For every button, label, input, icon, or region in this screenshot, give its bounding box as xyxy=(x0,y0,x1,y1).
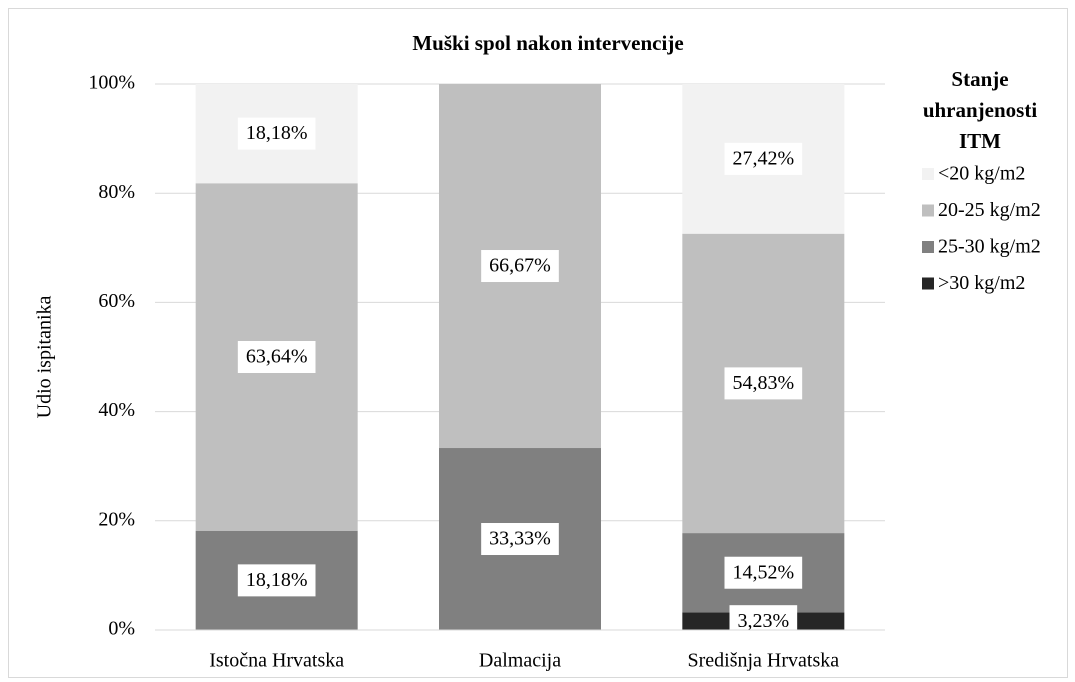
data-label-box xyxy=(237,341,316,373)
data-label-box xyxy=(724,556,803,589)
legend-label: <20 kg/m2 xyxy=(938,163,1025,185)
legend-title: Stanje uhranjenosti ITM xyxy=(922,67,1038,153)
x-tick-label: Istočna Hrvatska xyxy=(209,650,344,672)
data-label-box xyxy=(481,250,559,283)
data-label: 33,33% xyxy=(489,528,551,550)
data-label-box xyxy=(237,564,316,597)
legend-swatch xyxy=(922,277,934,290)
data-label-box xyxy=(237,117,316,150)
legend-label: >30 kg/m2 xyxy=(938,272,1025,294)
data-label-box xyxy=(724,142,803,175)
data-label-box xyxy=(724,367,803,400)
x-tick-label: Dalmacija xyxy=(479,650,561,672)
data-label: 54,83% xyxy=(732,372,794,394)
y-tick-label: 20% xyxy=(98,508,135,530)
data-label: 3,23% xyxy=(737,610,789,632)
data-label: 27,42% xyxy=(732,147,794,169)
data-label: 18,18% xyxy=(246,569,308,591)
chart-title: Muški spol nakon intervencije xyxy=(412,31,683,55)
data-label-box xyxy=(481,523,559,556)
y-tick-label: 100% xyxy=(88,72,135,94)
y-tick-label: 60% xyxy=(98,290,135,312)
y-tick-label: 40% xyxy=(98,399,135,421)
y-tick-label: 0% xyxy=(108,618,135,640)
legend-swatch xyxy=(922,204,934,217)
data-label: 63,64% xyxy=(246,346,308,368)
data-label-box xyxy=(729,605,798,638)
legend-swatch xyxy=(922,168,934,180)
legend-swatch xyxy=(922,241,934,253)
data-label: 14,52% xyxy=(732,561,794,583)
data-label: 18,18% xyxy=(246,122,308,144)
x-tick-label: Središnja Hrvatska xyxy=(688,650,840,672)
y-tick-label: 80% xyxy=(98,181,135,203)
legend-label: 25-30 kg/m2 xyxy=(938,236,1041,258)
y-axis-label: Udio ispitanika xyxy=(34,295,56,418)
legend-label: 20-25 kg/m2 xyxy=(938,199,1041,221)
data-label: 66,67% xyxy=(489,255,551,277)
